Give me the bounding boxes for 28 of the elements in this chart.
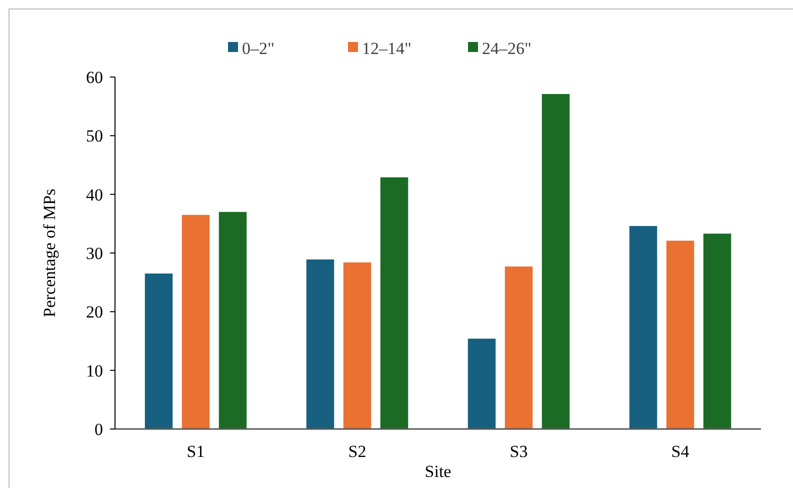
legend-label: 0–2" [242,39,274,58]
y-tick-label: 50 [86,126,103,146]
bar [218,212,247,429]
x-tick-label: S1 [186,442,205,461]
bar [703,234,732,429]
legend-label: 24–26" [482,39,532,58]
bar [468,338,496,429]
y-tick-label: 40 [86,185,103,204]
y-axis-title: Percentage of MPs [40,188,59,318]
legend-label: 12–14" [362,39,412,58]
bar [306,259,334,429]
bar [380,177,408,429]
y-tick-label: 10 [86,361,103,380]
x-tick-label: S3 [510,442,528,461]
bar [504,266,533,429]
bar [666,240,694,429]
bar [343,262,372,429]
y-tick-label: 0 [94,420,103,439]
bar [182,214,210,429]
x-tick-label: S4 [671,442,690,461]
x-tick-label: S2 [348,442,366,461]
bar [144,274,173,429]
y-tick-label: 30 [86,244,103,263]
bar [629,226,658,429]
y-tick-label: 60 [86,68,103,87]
y-tick-label: 20 [86,302,103,322]
bar [542,94,570,429]
x-axis-title: Site [424,462,452,481]
